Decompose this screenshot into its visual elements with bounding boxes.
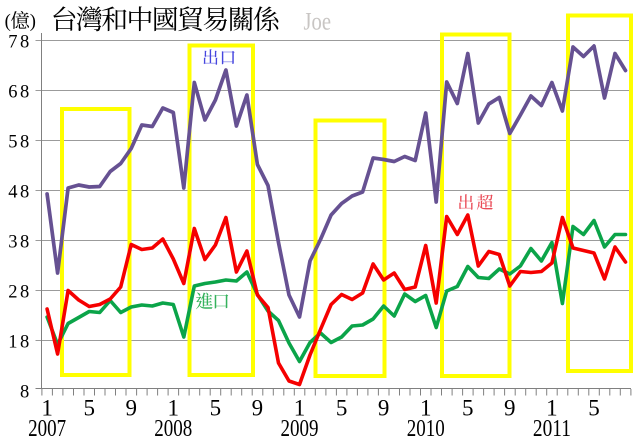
svg-text:9: 9 — [252, 396, 264, 421]
svg-text:5: 5 — [336, 396, 348, 421]
svg-text:2008: 2008 — [154, 416, 192, 442]
svg-text:1: 1 — [420, 396, 432, 421]
svg-text:68: 68 — [8, 83, 32, 103]
svg-text:1: 1 — [294, 396, 306, 421]
svg-text:1: 1 — [168, 396, 180, 421]
svg-text:9: 9 — [125, 396, 137, 421]
svg-text:1: 1 — [41, 396, 53, 421]
svg-text:48: 48 — [8, 183, 32, 203]
svg-text:5: 5 — [462, 396, 474, 421]
svg-text:2011: 2011 — [533, 416, 571, 442]
svg-text:28: 28 — [8, 283, 32, 303]
svg-text:): ) — [30, 12, 36, 32]
svg-text:9: 9 — [378, 396, 390, 421]
svg-text:58: 58 — [8, 133, 32, 153]
svg-text:78: 78 — [8, 33, 32, 53]
svg-text:Joe: Joe — [304, 8, 332, 35]
svg-text:1: 1 — [546, 396, 558, 421]
svg-text:18: 18 — [8, 333, 32, 353]
svg-text:9: 9 — [504, 396, 516, 421]
svg-text:5: 5 — [83, 396, 95, 421]
svg-text:2009: 2009 — [281, 416, 319, 442]
svg-text:5: 5 — [588, 396, 600, 421]
svg-text:5: 5 — [210, 396, 222, 421]
svg-text:8: 8 — [20, 383, 32, 403]
svg-text:(: ( — [5, 12, 11, 32]
svg-text:38: 38 — [8, 233, 32, 253]
svg-text:2010: 2010 — [407, 416, 445, 442]
svg-text:2007: 2007 — [28, 416, 66, 442]
